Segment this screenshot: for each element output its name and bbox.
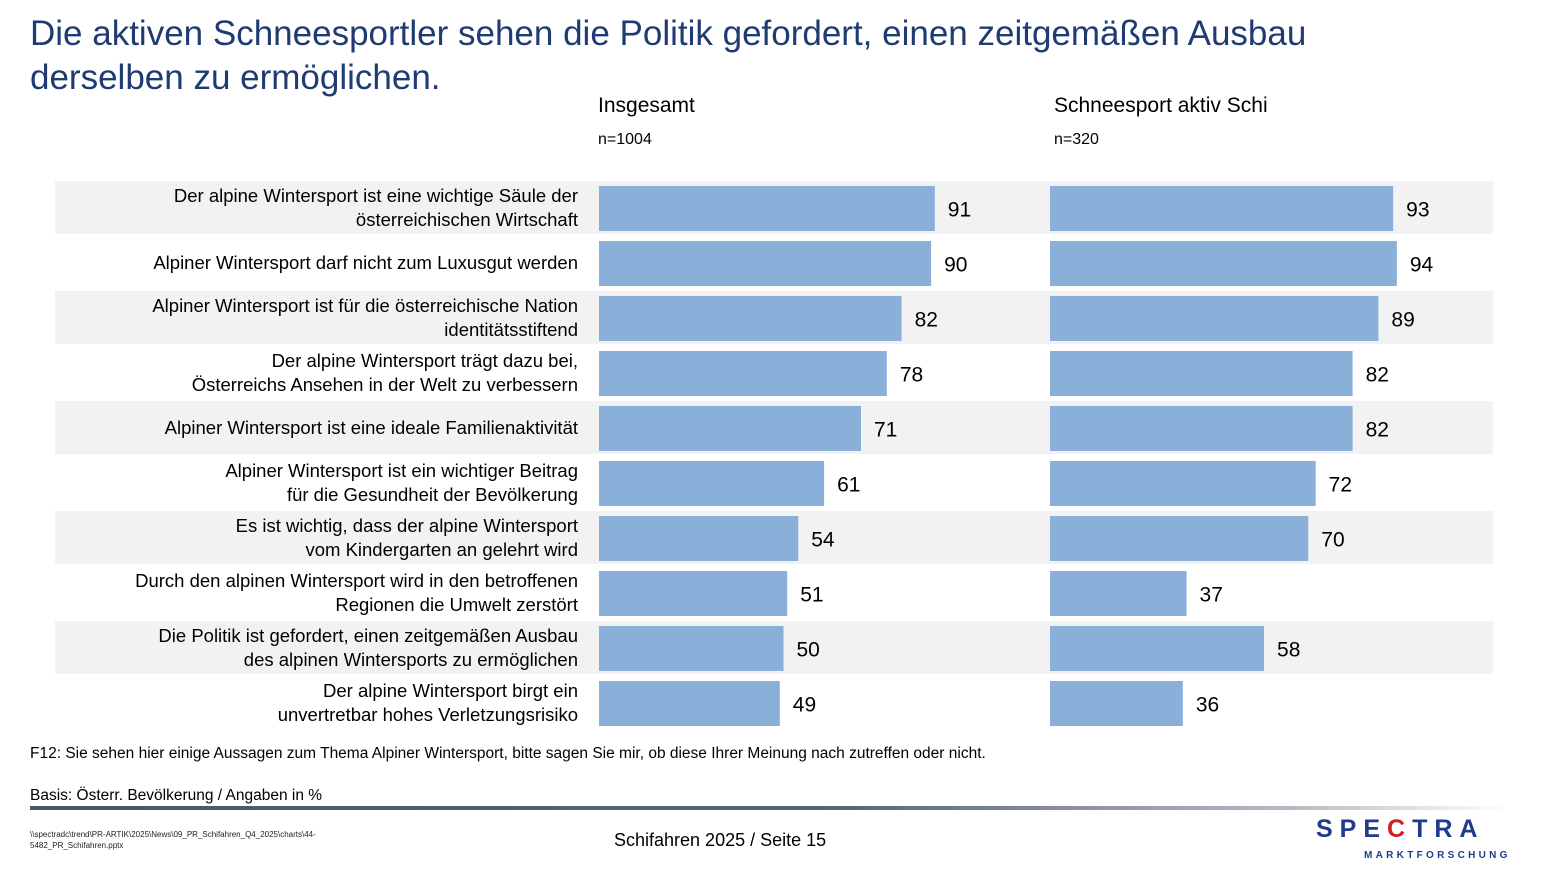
category-label: Durch den alpinen Wintersport wird in de… [55,566,578,619]
category-label-text: Alpiner Wintersport ist eine ideale Fami… [164,416,578,438]
logo-wordmark: SPECTRA [1316,815,1485,843]
slide-title: Die aktiven Schneesportler sehen die Pol… [30,14,1307,97]
category-label: Alpiner Wintersport darf nicht zum Luxus… [55,236,578,289]
category-label: Der alpine Wintersport ist eine wichtige… [55,181,578,234]
category-label-text: Alpiner Wintersport ist für die österrei… [152,294,578,340]
category-label-text: Durch den alpinen Wintersport wird in de… [135,569,578,615]
column-header-schneesport: Schneesport aktiv Schi [1054,94,1268,117]
category-label-text: Es ist wichtig, dass der alpine Wintersp… [235,514,578,560]
sample-size-insgesamt: n=1004 [598,131,652,148]
category-label: Alpiner Wintersport ist für die österrei… [55,291,578,344]
question-note: F12: Sie sehen hier einige Aussagen zum … [30,745,986,762]
page-number: Schifahren 2025 / Seite 15 [614,830,827,850]
category-label: Die Politik ist gefordert, einen zeitgem… [55,621,578,674]
category-label: Alpiner Wintersport ist ein wichtiger Be… [55,456,578,509]
category-label-text: Alpiner Wintersport ist ein wichtiger Be… [225,459,578,505]
file-path: \\spectradc\trend\PR-ARTIK\2025\News\09_… [30,830,316,850]
category-label-text: Der alpine Wintersport ist eine wichtige… [173,184,578,230]
category-label: Es ist wichtig, dass der alpine Wintersp… [55,511,578,564]
sample-size-schneesport: n=320 [1054,131,1099,148]
basis-note: Basis: Österr. Bevölkerung / Angaben in … [30,787,323,804]
category-label-text: Der alpine Wintersport birgt ein unvertr… [277,679,578,725]
category-label-text: Alpiner Wintersport darf nicht zum Luxus… [153,251,578,273]
category-label: Der alpine Wintersport birgt ein unvertr… [55,676,578,729]
footer-divider [30,806,1510,810]
spectra-logo: SPECTRA MARKTFORSCHUNG [1316,815,1507,861]
category-label-text: Die Politik ist gefordert, einen zeitgem… [158,624,578,670]
logo-subtitle: MARKTFORSCHUNG [1364,850,1511,861]
category-label: Der alpine Wintersport trägt dazu bei, Ö… [55,346,578,399]
column-header-insgesamt: Insgesamt [598,94,695,117]
category-label: Alpiner Wintersport ist eine ideale Fami… [55,401,578,454]
category-label-text: Der alpine Wintersport trägt dazu bei, Ö… [191,349,578,395]
logo-arrow-c: C [1387,815,1413,843]
